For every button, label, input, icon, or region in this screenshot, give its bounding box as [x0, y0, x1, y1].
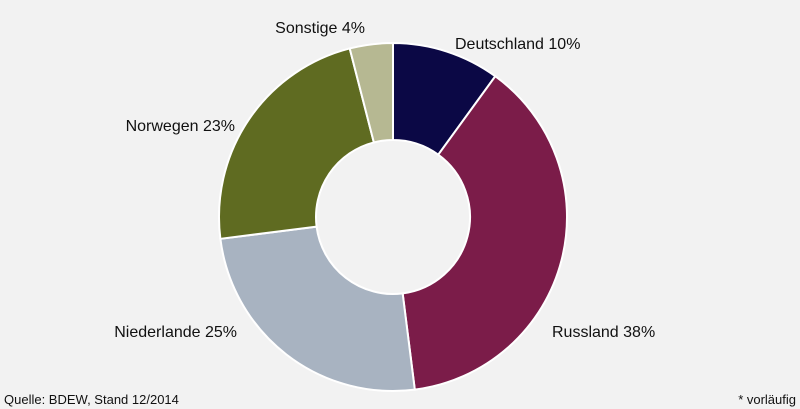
slice-russland [401, 74, 568, 391]
label-russland: Russland 38% [552, 324, 655, 341]
preliminary-note: * vorläufig [738, 392, 796, 407]
slice-sonstige [348, 41, 394, 144]
label-deutschland: Deutschland 10% [455, 36, 580, 53]
label-norwegen: Norwegen 23% [126, 118, 235, 135]
source-note: Quelle: BDEW, Stand 12/2014 [4, 392, 179, 407]
slice-niederlande [219, 225, 416, 392]
slice-norwegen [218, 47, 376, 240]
label-sonstige: Sonstige 4% [275, 20, 365, 37]
label-niederlande: Niederlande 25% [114, 324, 237, 341]
